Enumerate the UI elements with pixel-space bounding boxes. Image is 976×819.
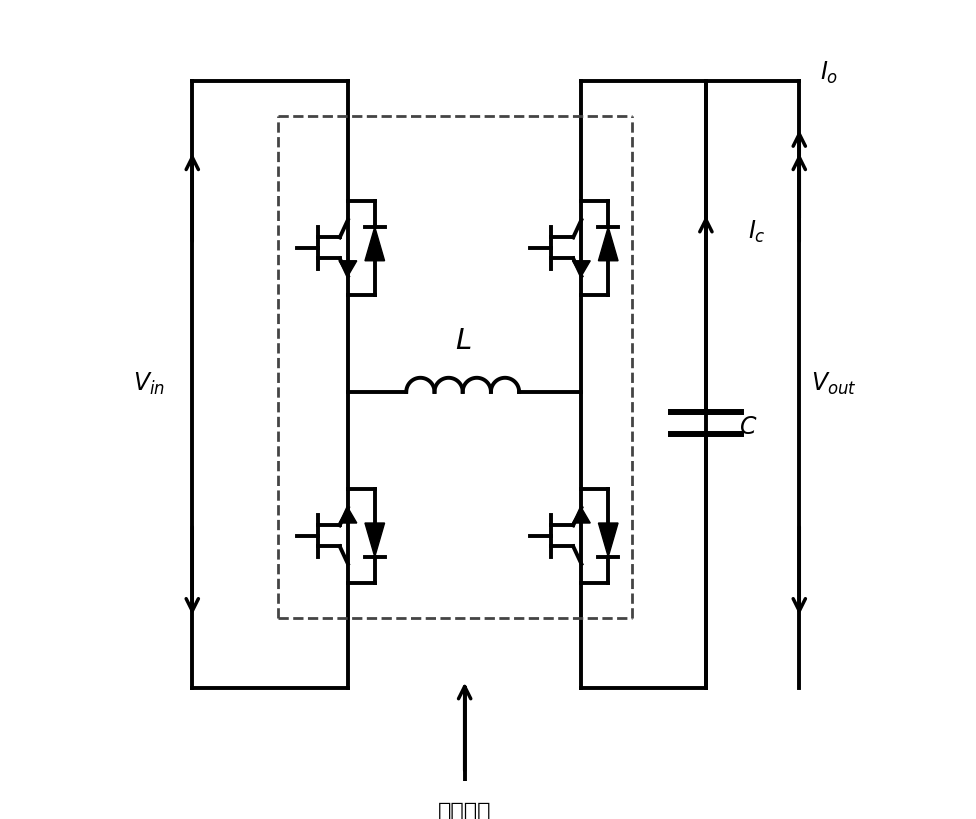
Text: $V_{in}$: $V_{in}$ <box>134 371 166 397</box>
Polygon shape <box>339 260 357 276</box>
Text: $V_{out}$: $V_{out}$ <box>811 371 857 397</box>
Polygon shape <box>573 260 590 276</box>
Polygon shape <box>598 523 618 557</box>
Polygon shape <box>365 227 385 260</box>
Text: $C$: $C$ <box>740 415 758 439</box>
Polygon shape <box>598 227 618 260</box>
Text: 驱动信号: 驱动信号 <box>438 802 491 819</box>
Text: $I_o$: $I_o$ <box>820 60 838 86</box>
Polygon shape <box>365 523 385 557</box>
Polygon shape <box>339 508 357 523</box>
Polygon shape <box>573 508 590 523</box>
Text: $I_c$: $I_c$ <box>748 219 765 246</box>
Text: $L$: $L$ <box>455 328 471 355</box>
